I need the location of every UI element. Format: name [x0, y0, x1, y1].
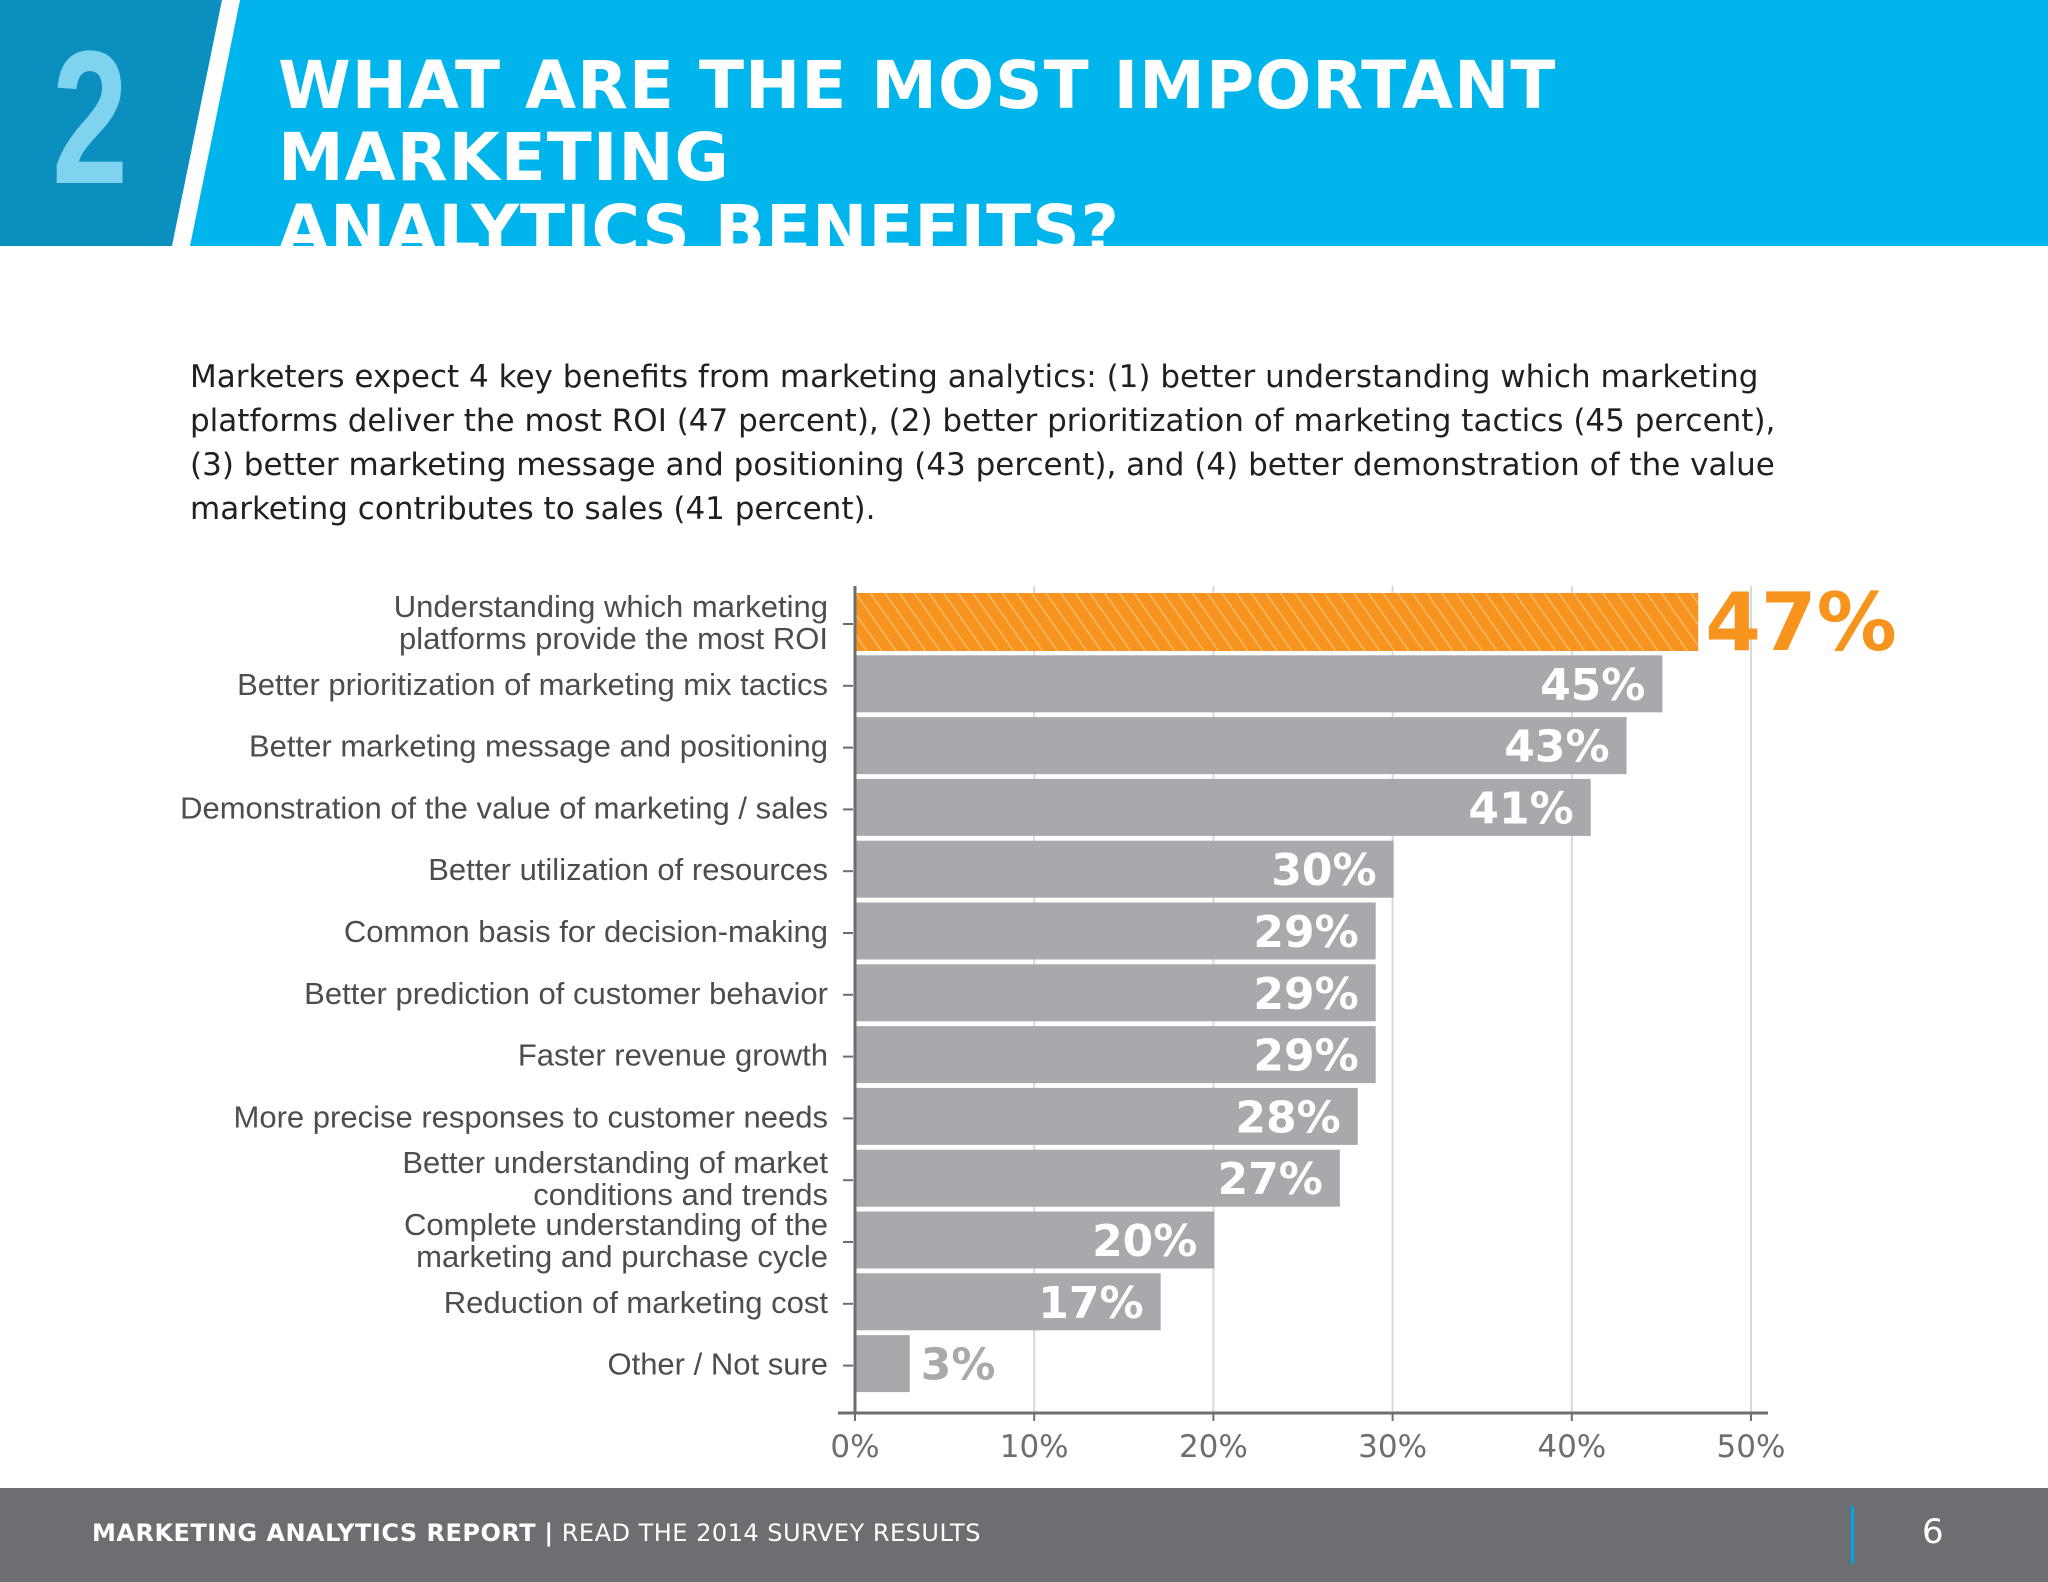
bar-7: [856, 1026, 1376, 1084]
footer-report-title: MARKETING ANALYTICS REPORT | READ THE 20…: [92, 1519, 981, 1547]
bar-5: [856, 902, 1376, 960]
xtick-label-10: 10%: [1000, 1429, 1069, 1465]
section-number: 2: [51, 12, 129, 224]
footer-bar: MARKETING ANALYTICS REPORT | READ THE 20…: [0, 1488, 2048, 1582]
intro-line-4: marketing contributes to sales (41 perce…: [190, 491, 876, 527]
xtick-label-40: 40%: [1537, 1429, 1606, 1465]
xtick-label-0: 0%: [830, 1429, 879, 1465]
footer-subtitle: READ THE 2014 SURVEY RESULTS: [561, 1519, 981, 1547]
xtick-label-20: 20%: [1179, 1429, 1248, 1465]
category-label-12: Other / Not sure: [607, 1347, 828, 1382]
value-label-11: 17%: [1038, 1278, 1143, 1329]
category-label-3-line-1: Demonstration of the value of marketing …: [180, 790, 828, 825]
page-number: 6: [1922, 1512, 1944, 1552]
bar-8: [856, 1087, 1358, 1145]
category-label-1: Better prioritization of marketing mix t…: [237, 667, 828, 702]
value-label-5: 29%: [1253, 907, 1358, 958]
page-title: WHAT ARE THE MOST IMPORTANT MARKETING AN…: [278, 50, 1978, 266]
value-label-4: 30%: [1271, 845, 1376, 896]
value-label-3: 41%: [1468, 783, 1573, 834]
bar-10: [856, 1211, 1215, 1269]
category-label-11: Reduction of marketing cost: [444, 1285, 829, 1320]
value-label-2: 43%: [1504, 722, 1609, 773]
category-label-1-line-1: Better prioritization of marketing mix t…: [237, 667, 828, 702]
category-label-5: Common basis for decision-making: [344, 914, 828, 949]
category-label-8: More precise responses to customer needs: [234, 1099, 828, 1134]
page-title-line-1: WHAT ARE THE MOST IMPORTANT MARKETING: [278, 47, 1557, 196]
intro-line-1: Marketers expect 4 key benefits from mar…: [190, 359, 1759, 395]
category-label-7-line-1: Faster revenue growth: [518, 1038, 828, 1073]
header-banner: 2 WHAT ARE THE MOST IMPORTANT MARKETING …: [0, 0, 2048, 266]
category-label-0-line-1: Understanding which marketing: [394, 589, 828, 624]
bar-3: [856, 778, 1591, 836]
category-label-10: Complete understanding of the marketing a…: [404, 1207, 828, 1274]
footer-report-name: MARKETING ANALYTICS REPORT: [92, 1519, 537, 1547]
axes: [838, 586, 1768, 1421]
category-label-2-line-1: Better marketing message and positioning: [249, 729, 828, 764]
bars: [856, 593, 1699, 1393]
category-label-7: Faster revenue growth: [518, 1038, 828, 1073]
category-label-0-line-2: platforms provide the most ROI: [399, 621, 828, 656]
value-label-6: 29%: [1253, 969, 1358, 1020]
xtick-label-30: 30%: [1358, 1429, 1427, 1465]
category-label-10-line-2: marketing and purchase cycle: [416, 1239, 828, 1274]
category-label-11-line-1: Reduction of marketing cost: [444, 1285, 829, 1320]
value-label-1: 45%: [1540, 660, 1645, 711]
category-label-9-line-2: conditions and trends: [533, 1177, 828, 1212]
bar-1: [856, 655, 1663, 713]
category-label-2: Better marketing message and positioning: [249, 729, 828, 764]
bar-2: [856, 717, 1627, 775]
category-label-5-line-1: Common basis for decision-making: [344, 914, 828, 949]
value-label-8: 28%: [1235, 1092, 1340, 1143]
category-label-0: Understanding which marketing platforms p…: [394, 589, 828, 656]
category-label-6: Better prediction of customer behavior: [304, 976, 828, 1011]
bar-12: [856, 1335, 910, 1393]
bar-chart: 47% Understanding which marketing platform…: [180, 576, 1897, 1465]
value-label-0: 47%: [1705, 576, 1896, 669]
category-label-12-line-1: Other / Not sure: [607, 1347, 828, 1382]
intro-line-2: platforms deliver the most ROI (47 perce…: [190, 403, 1776, 439]
header-number-block: [0, 0, 240, 246]
value-label-10: 20%: [1092, 1216, 1197, 1267]
category-label-3: Demonstration of the value of marketing …: [180, 790, 828, 825]
category-label-10-line-1: Complete understanding of the: [404, 1207, 828, 1242]
bar-4: [856, 840, 1394, 898]
value-label-12: 3%: [921, 1340, 996, 1391]
value-label-9: 27%: [1218, 1154, 1323, 1205]
xtick-label-50: 50%: [1717, 1429, 1786, 1465]
bar-0: [856, 593, 1699, 651]
footer-separator: |: [544, 1519, 554, 1547]
bar-9: [856, 1149, 1340, 1207]
category-label-4-line-1: Better utilization of resources: [428, 852, 828, 887]
category-label-9: Better understanding of market conditions…: [402, 1145, 828, 1212]
footer-divider: [1851, 1506, 1854, 1564]
page-title-line-2: ANALYTICS BENEFITS?: [278, 191, 1120, 268]
category-label-8-line-1: More precise responses to customer needs: [234, 1099, 828, 1134]
category-label-9-line-1: Better understanding of market: [402, 1145, 828, 1180]
value-label-7: 29%: [1253, 1031, 1358, 1082]
bar-6: [856, 964, 1376, 1022]
category-label-4: Better utilization of resources: [428, 852, 828, 887]
bar-11: [856, 1273, 1161, 1331]
intro-line-3: (3) better marketing message and positio…: [190, 447, 1775, 483]
intro-paragraph: Marketers expect 4 key benefits from mar…: [190, 355, 1910, 531]
labels: 47% Understanding which marketing platform…: [180, 576, 1897, 1465]
category-label-6-line-1: Better prediction of customer behavior: [304, 976, 828, 1011]
